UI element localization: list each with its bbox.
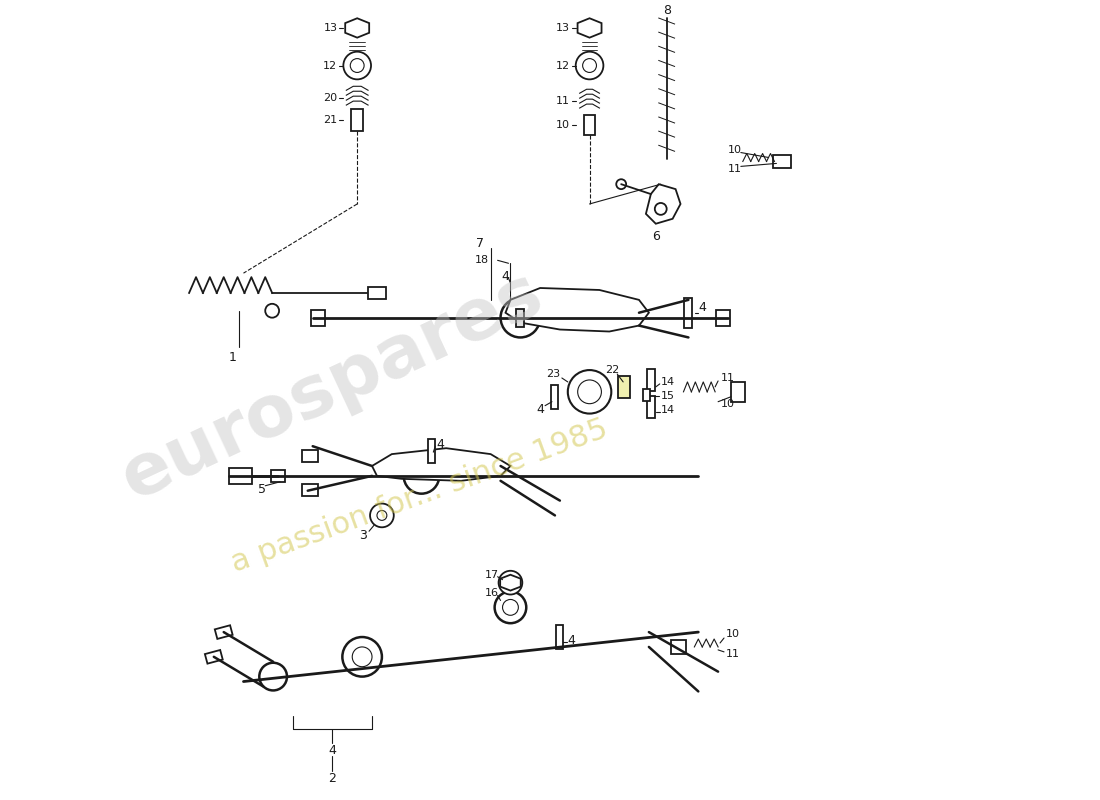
Bar bbox=[773, 154, 791, 168]
Text: 10: 10 bbox=[726, 629, 740, 639]
Circle shape bbox=[495, 591, 526, 623]
Circle shape bbox=[503, 599, 518, 615]
Circle shape bbox=[404, 458, 439, 494]
Bar bbox=[272, 470, 285, 482]
Text: 5: 5 bbox=[258, 483, 266, 496]
Circle shape bbox=[350, 58, 364, 73]
Polygon shape bbox=[578, 18, 602, 38]
Text: 10: 10 bbox=[722, 398, 735, 409]
Circle shape bbox=[343, 52, 371, 79]
Bar bbox=[310, 310, 324, 326]
Bar bbox=[557, 625, 563, 649]
Text: 16: 16 bbox=[485, 587, 498, 598]
Text: 10: 10 bbox=[556, 120, 570, 130]
Text: 4: 4 bbox=[437, 438, 444, 450]
Bar bbox=[584, 115, 595, 134]
Polygon shape bbox=[500, 574, 520, 590]
Text: 6: 6 bbox=[652, 230, 660, 243]
Circle shape bbox=[583, 58, 596, 73]
Bar bbox=[368, 287, 386, 299]
Bar bbox=[551, 385, 559, 409]
Bar bbox=[301, 450, 318, 462]
Text: a passion for... since 1985: a passion for... since 1985 bbox=[227, 414, 612, 578]
Circle shape bbox=[377, 510, 387, 520]
Polygon shape bbox=[345, 18, 370, 38]
Text: 14: 14 bbox=[661, 377, 675, 387]
Bar bbox=[647, 396, 654, 418]
Text: 11: 11 bbox=[722, 373, 735, 383]
Bar bbox=[516, 309, 525, 326]
Text: 11: 11 bbox=[728, 164, 743, 174]
Circle shape bbox=[568, 370, 612, 414]
Bar bbox=[730, 382, 745, 402]
Text: 13: 13 bbox=[556, 23, 570, 33]
Text: eurospares: eurospares bbox=[111, 258, 554, 514]
Bar bbox=[214, 626, 232, 639]
Polygon shape bbox=[506, 288, 649, 331]
Circle shape bbox=[342, 637, 382, 677]
Text: 4: 4 bbox=[698, 302, 706, 314]
Bar bbox=[229, 468, 252, 484]
Text: 11: 11 bbox=[556, 96, 570, 106]
Polygon shape bbox=[646, 184, 681, 224]
Bar bbox=[205, 650, 222, 664]
Text: 4: 4 bbox=[536, 403, 544, 416]
Circle shape bbox=[498, 570, 522, 594]
Circle shape bbox=[265, 304, 279, 318]
Circle shape bbox=[616, 179, 626, 189]
Text: 17: 17 bbox=[484, 570, 498, 580]
Text: 11: 11 bbox=[726, 649, 740, 659]
Text: 18: 18 bbox=[474, 255, 488, 266]
Text: 3: 3 bbox=[360, 529, 367, 542]
Text: 4: 4 bbox=[502, 270, 509, 282]
Text: 23: 23 bbox=[546, 369, 560, 379]
Circle shape bbox=[654, 203, 667, 215]
Circle shape bbox=[500, 298, 540, 338]
Text: 1: 1 bbox=[229, 350, 236, 364]
Circle shape bbox=[575, 52, 604, 79]
Text: 20: 20 bbox=[323, 93, 338, 103]
Text: 4: 4 bbox=[329, 744, 337, 758]
Bar bbox=[428, 439, 435, 463]
Bar bbox=[647, 369, 654, 391]
Bar bbox=[618, 376, 630, 398]
Text: 21: 21 bbox=[323, 115, 338, 125]
Text: 15: 15 bbox=[661, 390, 674, 401]
Text: 7: 7 bbox=[476, 237, 484, 250]
Bar bbox=[351, 109, 363, 130]
Text: 4: 4 bbox=[568, 634, 575, 646]
Text: 2: 2 bbox=[329, 772, 337, 785]
Text: 14: 14 bbox=[661, 405, 675, 414]
Text: 12: 12 bbox=[323, 61, 338, 70]
Circle shape bbox=[352, 647, 372, 666]
Text: 12: 12 bbox=[556, 61, 570, 70]
Bar bbox=[644, 389, 650, 401]
Circle shape bbox=[260, 662, 287, 690]
Text: 13: 13 bbox=[323, 23, 338, 33]
Bar bbox=[684, 298, 692, 327]
Bar bbox=[671, 640, 686, 654]
Circle shape bbox=[370, 503, 394, 527]
Polygon shape bbox=[372, 448, 510, 481]
Circle shape bbox=[578, 380, 602, 404]
Bar bbox=[716, 310, 730, 326]
Text: 22: 22 bbox=[605, 365, 619, 375]
Bar bbox=[301, 484, 318, 496]
Text: 8: 8 bbox=[662, 4, 671, 17]
Text: 10: 10 bbox=[728, 145, 743, 154]
